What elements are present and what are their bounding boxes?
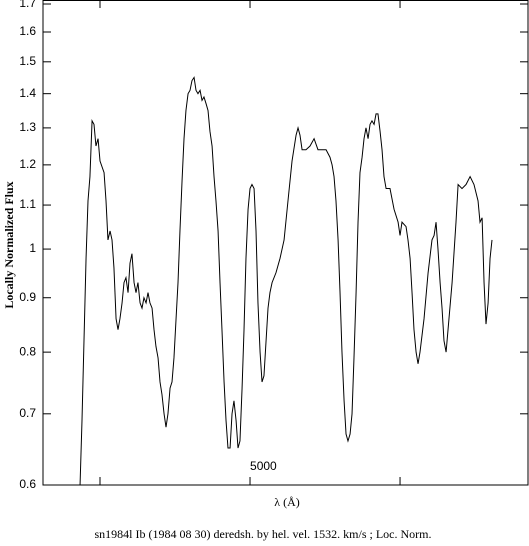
y-axis-label: Locally Normalized Flux <box>2 181 16 308</box>
y-tick-label: 0.9 <box>19 290 36 304</box>
y-tick-label: 1.7 <box>19 0 36 10</box>
y-tick-label: 1.6 <box>19 24 36 38</box>
spectrum-line <box>79 76 493 486</box>
y-tick-label: 0.6 <box>19 477 36 491</box>
y-tick-label: 1.1 <box>19 197 36 211</box>
y-tick-label: 0.7 <box>19 406 36 420</box>
y-tick-label: 0.8 <box>19 344 36 358</box>
y-tick-label: 1.4 <box>19 86 36 100</box>
y-tick-label: 1.3 <box>19 120 36 134</box>
y-tick-label: 1 <box>29 241 36 255</box>
y-tick-label: 1.5 <box>19 54 36 68</box>
x-tick-label: 5000 <box>250 459 277 473</box>
y-tick-label: 1.2 <box>19 157 36 171</box>
chart-title: sn1984l Ib (1984 08 30) deredsh. by hel.… <box>95 527 432 541</box>
plot-frame <box>42 0 529 486</box>
x-axis-label: λ (Å) <box>274 495 299 509</box>
